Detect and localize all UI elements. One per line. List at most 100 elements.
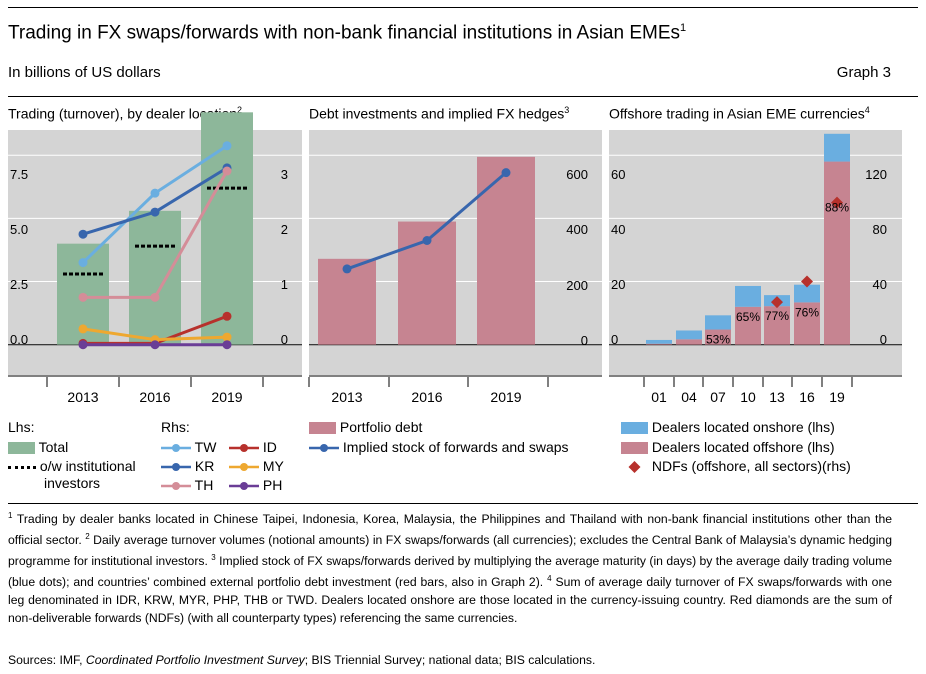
panel3-title: Offshore trading in Asian EME currencies… — [609, 105, 870, 122]
p1-rhs-tick-1: 2 — [281, 222, 288, 237]
p2-point-forwards-2 — [501, 168, 511, 178]
p3-bar-onshore-1 — [676, 330, 702, 340]
p3-ndf-marker-5 — [801, 275, 813, 288]
legend-ph: PH — [229, 477, 282, 493]
legend-portfolio-swatch — [309, 422, 336, 435]
legend-my-swatch — [229, 463, 259, 472]
p1-bar-total-2 — [201, 112, 253, 345]
p3-ndf-marker-6 — [831, 196, 843, 209]
legend-ow: o/w institutional investors — [8, 458, 136, 492]
p2-rhs-tick-3: 0 — [581, 333, 588, 348]
p1-lhs-tick-1: 5.0 — [10, 222, 28, 237]
legend-forwards: Implied stock of forwards and swaps — [309, 439, 569, 455]
p3-lhs-tick-1: 40 — [611, 222, 625, 237]
p1-lhs-tick-0: 7.5 — [10, 167, 28, 182]
p3-rhs-tick-0: 120 — [865, 167, 887, 182]
p1-point-MY-2 — [222, 332, 232, 342]
top-rule — [8, 7, 918, 8]
legend-kr-swatch — [161, 463, 191, 472]
charts-svg: 7.5 5.0 2.5 0.0 3 2 1 0 2013 2016 2019 6… — [8, 112, 902, 405]
legend-ow-swatch — [8, 459, 36, 475]
p1-point-TH-1 — [150, 292, 160, 302]
panel3-ndf-markers — [771, 196, 843, 309]
p1-lhs-tick-3: 0.0 — [10, 332, 28, 347]
p3-rhs-tick-3: 0 — [880, 332, 887, 347]
p1-rhs-tick-3: 0 — [281, 332, 288, 347]
p3-bar-onshore-0 — [646, 339, 672, 344]
legend-tw-swatch — [161, 444, 191, 453]
legend-offshore-swatch — [621, 442, 648, 455]
legend-forwards-swatch — [309, 444, 339, 453]
legend-id-swatch — [229, 444, 259, 453]
p3-xlabel-6: 19 — [829, 389, 845, 405]
p3-bar-onshore-5 — [794, 284, 820, 303]
p3-ndf-marker-4 — [771, 296, 783, 309]
graph-title: Trading in FX swaps/forwards with non-ba… — [8, 22, 687, 44]
p2-bar-portfolio-2 — [477, 156, 535, 345]
p1-point-TW-0 — [78, 258, 88, 268]
p3-bar-offshore-6 — [824, 161, 850, 345]
p2-xlabel-0: 2013 — [331, 389, 362, 405]
p2-rhs-tick-2: 200 — [566, 278, 588, 293]
graph-number: Graph 3 — [836, 64, 891, 81]
legend-lhs-label: Lhs: — [8, 419, 35, 435]
panel2: 600 400 200 0 2013 2016 2019 — [308, 130, 602, 405]
p1-xlabel-1: 2016 — [139, 389, 170, 405]
panel3-share-labels: 53% 65% 77% 76% 88% — [706, 200, 849, 346]
header-rule — [8, 96, 918, 97]
legend-rhs-label: Rhs: — [161, 419, 190, 435]
p2-xlabel-2: 2019 — [490, 389, 521, 405]
legend-offshore: Dealers located offshore (lhs) — [621, 439, 835, 455]
p3-xlabel-3: 10 — [740, 389, 756, 405]
p3-share-label-3: 65% — [736, 310, 760, 324]
legend-onshore-swatch — [621, 422, 648, 435]
p1-point-ID-2 — [222, 311, 232, 321]
legend-total-swatch — [8, 442, 35, 455]
footnote-3: Implied stock of FX swaps/forwards deriv… — [8, 554, 892, 590]
p1-point-MY-0 — [78, 324, 88, 334]
legend-id: ID — [229, 439, 277, 455]
footnote-rule — [8, 503, 918, 504]
p3-bar-onshore-6 — [824, 133, 850, 162]
p1-point-TH-0 — [78, 292, 88, 302]
panel3: 53% 65% 77% 76% 88% 60 40 20 0 120 80 40 0 0… — [609, 130, 902, 405]
p3-xlabel-5: 16 — [799, 389, 815, 405]
panel1-lines — [78, 141, 232, 350]
panel2-lines — [342, 168, 511, 274]
p3-bar-offshore-2 — [705, 329, 731, 345]
p2-x-ticks — [308, 377, 549, 387]
p3-bar-offshore-0 — [646, 343, 672, 345]
p1-lhs-tick-2: 2.5 — [10, 277, 28, 292]
p2-rhs-tick-1: 400 — [566, 222, 588, 237]
p3-share-label-2: 53% — [706, 333, 730, 347]
p1-point-TW-2 — [222, 141, 232, 151]
p3-xlabel-1: 04 — [681, 389, 697, 405]
p3-bar-offshore-1 — [676, 339, 702, 345]
panel2-bars — [318, 156, 535, 345]
legend-total: Total — [8, 439, 68, 455]
footnote-2: Daily average turnover volumes (notional… — [8, 533, 892, 569]
legend-my: MY — [229, 458, 284, 474]
p2-point-forwards-0 — [342, 264, 352, 274]
p1-point-KR-1 — [150, 207, 160, 217]
legend-ndf-swatch — [628, 461, 641, 474]
p1-point-PH-1 — [150, 340, 160, 350]
legend-onshore: Dealers located onshore (lhs) — [621, 419, 835, 435]
p1-rhs-tick-2: 1 — [281, 277, 288, 292]
legend-th-swatch — [161, 482, 191, 491]
p3-bar-offshore-5 — [794, 302, 820, 345]
p3-bar-onshore-2 — [705, 315, 731, 330]
p3-share-label-6: 88% — [825, 200, 849, 214]
p2-rhs-tick-0: 600 — [566, 167, 588, 182]
legend-tw: TW — [161, 439, 216, 455]
p3-share-label-5: 76% — [795, 305, 819, 319]
legend-ndf: NDFs (offshore, all sectors)(rhs) — [621, 458, 851, 474]
p3-xlabel-4: 13 — [769, 389, 785, 405]
p1-x-ticks — [46, 377, 264, 387]
panel2-title: Debt investments and implied FX hedges3 — [309, 105, 570, 122]
footnotes: 1 Trading by dealer banks located in Chi… — [8, 511, 892, 626]
panel3-bars — [646, 133, 850, 345]
p3-share-label-4: 77% — [765, 309, 789, 323]
p3-bar-offshore-4 — [764, 306, 790, 345]
p1-xlabel-2: 2019 — [211, 389, 242, 405]
